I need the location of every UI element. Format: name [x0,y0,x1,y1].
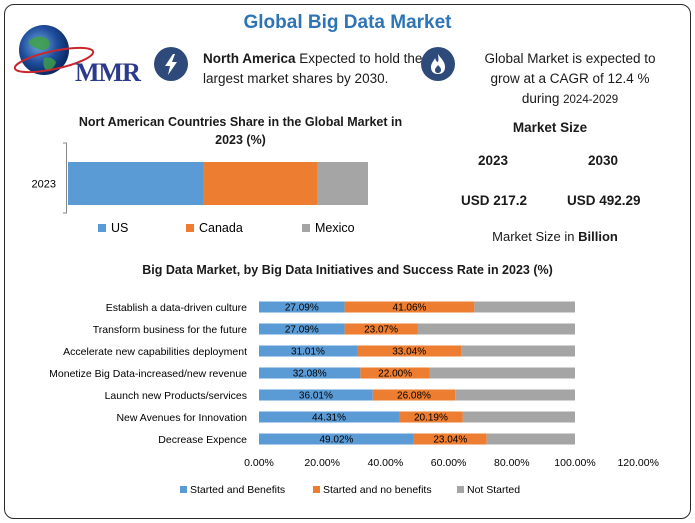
cagr-text: Global Market is expected to grow at a C… [484,51,656,106]
data-label: 20.19% [414,413,448,424]
data-label: 31.01% [291,347,325,358]
data-label: 49.02% [319,435,353,446]
globe-icon [13,25,95,75]
flame-icon [421,47,455,81]
x-tick-label: 60.00% [431,457,467,469]
category-label: Launch new Products/services [105,390,247,402]
data-label: 36.01% [299,391,333,402]
legend-swatch [180,486,187,493]
x-tick-label: 40.00% [368,457,404,469]
legend-swatch-canada [186,224,194,232]
bar-segment [356,345,462,357]
page-frame [4,4,691,519]
bar-segment [462,411,575,423]
data-label: 27.09% [285,303,319,314]
unit-bold: Billion [578,229,618,244]
legend-label-canada: Canada [199,221,243,235]
data-label: 33.04% [392,347,426,358]
market-year-end: 2030 [588,153,619,168]
category-label: Decrease Expence [158,434,247,446]
category-label: Establish a data-driven culture [106,302,247,314]
x-tick-label: 100.00% [554,457,595,469]
x-tick-label: 0.00% [244,457,274,469]
category-label: New Avenues for Innovation [116,412,247,424]
share-chart: 2023 US Canada Mexico [32,142,368,235]
legend-label-mexico: Mexico [315,221,355,235]
data-label: 23.04% [433,435,467,446]
data-label: 23.07% [364,325,398,336]
legend-swatch-us [98,224,106,232]
legend-swatch-mexico [302,224,310,232]
bar-segment [259,411,400,423]
bar-segment [259,323,345,335]
legend-swatch [313,486,320,493]
data-label: 41.06% [393,303,427,314]
cagr-years: 2024-2029 [563,94,619,106]
legend-label: Not Started [467,484,520,496]
share-chart-title: Nort American Countries Share in the Glo… [78,115,403,147]
note-bold: North America [203,51,296,66]
lightning-icon [154,47,188,81]
category-label: Accelerate new capabilities deployment [63,346,247,358]
legend-label-us: US [111,221,128,235]
initiatives-chart: Establish a data-driven culture 27.09% 41.… [49,301,659,496]
x-tick-label: 20.00% [304,457,340,469]
bar-mexico [317,162,368,205]
bar-segment [259,433,414,445]
unit-prefix: Market Size in [492,229,579,244]
north-america-note: North America Expected to hold the large… [203,49,423,89]
bar-segment [259,367,361,379]
category-label: Monetize Big Data-increased/new revenue [49,368,247,380]
market-value-end: USD 492.29 [567,193,641,208]
bar-segment [461,345,575,357]
bar-segment [417,323,575,335]
bar-segment [259,301,345,313]
bar-segment [344,301,475,313]
market-value-start: USD 217.2 [461,193,528,208]
legend-label: Started and Benefits [190,484,285,496]
bar-segment [474,301,575,313]
market-year-start: 2023 [478,153,509,168]
bar-segment [413,433,487,445]
bar-segment [344,323,418,335]
data-label: 26.08% [397,391,431,402]
bar-segment [455,389,575,401]
x-tick-label: 80.00% [494,457,530,469]
data-label: 32.08% [293,369,327,380]
bar-segment [259,389,373,401]
bar-segment [399,411,463,423]
initiatives-chart-title: Big Data Market, by Big Data Initiatives… [142,263,553,277]
bar-us [68,162,203,205]
mmr-logo: MMR [13,20,144,92]
bar-segment [259,345,357,357]
page-title: Global Big Data Market [243,12,452,33]
data-label: 27.09% [285,325,319,336]
bar-segment [372,389,456,401]
category-label: 2023 [32,179,56,191]
bar-segment [429,367,575,379]
note-rest: Expected to hold the largest market shar… [203,51,423,86]
logo-text: MMR [75,58,141,87]
category-label: Transform business for the future [93,324,247,336]
x-tick-label: 120.00% [617,457,658,469]
market-size-unit: Market Size in Billion [470,229,640,244]
market-size-title: Market Size [512,120,588,135]
legend-swatch [457,486,464,493]
bar-segment [360,367,430,379]
cagr-note: Global Market is expected to grow at a C… [470,49,670,110]
bar-segment [486,433,575,445]
data-label: 22.00% [378,369,412,380]
bar-canada [203,162,317,205]
data-label: 44.31% [312,413,346,424]
legend-label: Started and no benefits [323,484,432,496]
